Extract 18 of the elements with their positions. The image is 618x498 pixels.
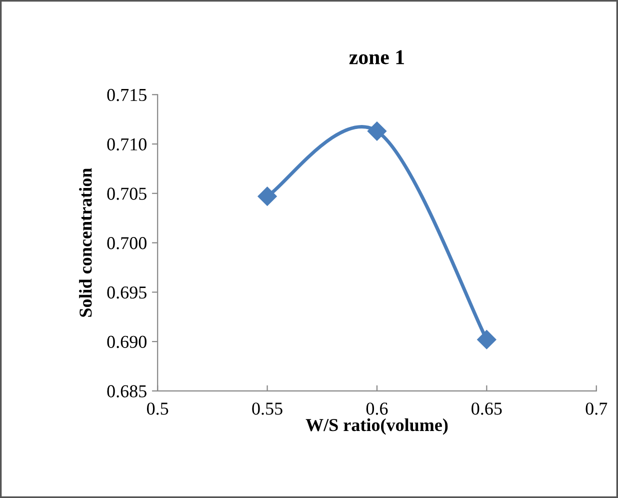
y-tick-label: 0.695 xyxy=(107,286,146,299)
y-tick-label: 0.700 xyxy=(107,237,146,250)
x-tick-label: 0.6 xyxy=(366,402,388,415)
y-axis-title: Solid concentration xyxy=(79,168,92,317)
point xyxy=(258,186,277,206)
point xyxy=(477,330,496,350)
x-tick-label: 0.55 xyxy=(252,402,282,415)
x-tick-label: 0.7 xyxy=(586,402,608,415)
x-axis-title: W/S ratio(volume) xyxy=(306,418,448,435)
chart-title: zone 1 xyxy=(349,50,404,64)
point xyxy=(367,122,387,141)
x-tick-label: 0.65 xyxy=(472,402,502,415)
y-tick-label: 0.705 xyxy=(107,188,146,200)
y-tick-label: 0.710 xyxy=(107,138,146,151)
y-tick-label: 0.685 xyxy=(107,385,146,398)
y-tick-label: 0.715 xyxy=(107,88,146,102)
y-tick-label: 0.690 xyxy=(107,336,146,348)
x-tick-label: 0.5 xyxy=(146,402,168,415)
